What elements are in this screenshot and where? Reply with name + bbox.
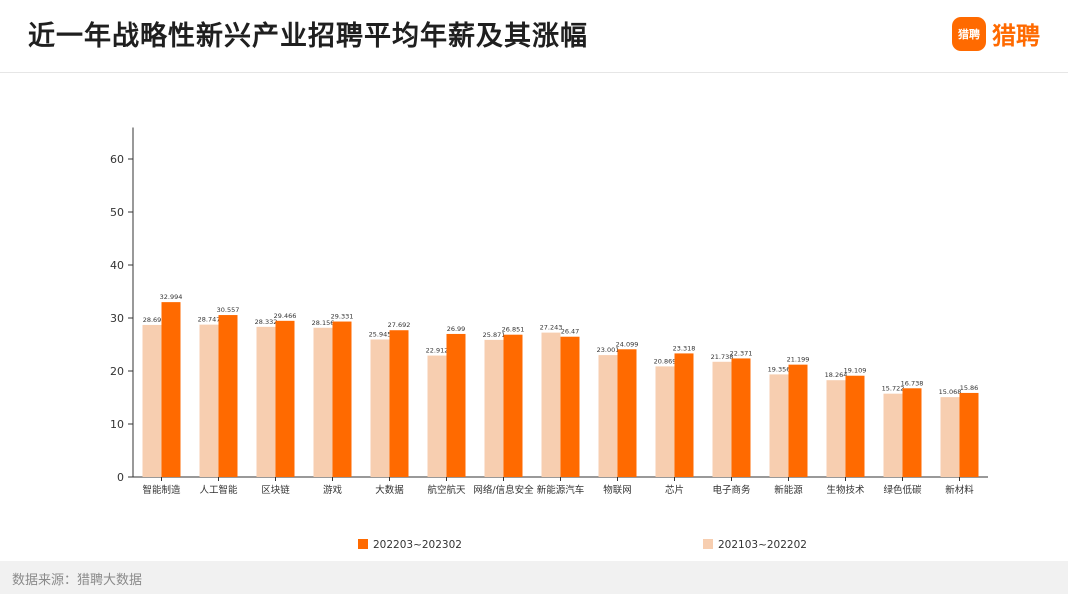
bar-previous xyxy=(427,355,447,477)
chart-panel: 0 10 20 30 40 50 60 智能制造 28.69 32.994 人工智能 28.747 30… xyxy=(0,73,1068,561)
bar-previous xyxy=(883,393,903,477)
data-label-previous: 21.738 xyxy=(711,353,734,361)
x-tick-label: 绿色低碳 xyxy=(883,484,922,496)
bar-current xyxy=(959,392,979,477)
bar-current xyxy=(674,353,694,477)
x-tick-label: 人工智能 xyxy=(199,484,238,496)
x-tick-label: 新能源汽车 xyxy=(537,484,585,496)
bar-current xyxy=(788,364,808,477)
bar-current xyxy=(389,330,409,477)
x-tick-label: 区块链 xyxy=(261,484,290,496)
legend-swatch xyxy=(703,539,713,549)
bar-current xyxy=(731,358,751,477)
data-label-previous: 15.068 xyxy=(939,388,962,396)
bar-previous xyxy=(484,339,504,477)
header-divider xyxy=(0,72,1068,73)
salary-bar-chart: 0 10 20 30 40 50 60 智能制造 28.69 32.994 人工智能 28.747 30… xyxy=(110,127,988,551)
bar-current xyxy=(218,315,238,477)
legend-swatch xyxy=(358,539,368,549)
x-tick-label: 新能源 xyxy=(774,484,803,496)
bar-previous xyxy=(940,397,960,477)
legend-label: 202203~202302 xyxy=(373,539,462,551)
x-tick-label: 芯片 xyxy=(665,484,684,496)
data-label-current: 21.199 xyxy=(787,356,810,364)
data-label-current: 16.738 xyxy=(901,379,924,387)
data-label-previous: 25.871 xyxy=(483,331,506,339)
bar-current xyxy=(503,334,523,477)
legend-label: 202103~202202 xyxy=(718,539,807,551)
data-label-previous: 28.332 xyxy=(255,318,278,326)
data-label-current: 32.994 xyxy=(160,293,183,301)
x-tick-label: 电子商务 xyxy=(712,484,751,496)
bar-previous xyxy=(541,332,561,477)
x-tick-label: 游戏 xyxy=(323,484,343,496)
data-label-current: 23.318 xyxy=(673,344,696,352)
footer: 数据来源：猎聘大数据 xyxy=(0,561,1068,594)
data-label-current: 26.99 xyxy=(447,325,466,333)
x-tick-label: 物联网 xyxy=(603,484,632,496)
logo-text: 猎聘 xyxy=(992,22,1040,50)
data-label-previous: 27.243 xyxy=(540,324,563,332)
x-tick-label: 网络/信息安全 xyxy=(473,484,534,496)
bar-current xyxy=(617,349,637,477)
data-label-current: 26.851 xyxy=(502,326,525,334)
bar-previous xyxy=(826,380,846,477)
bar-current xyxy=(446,333,466,477)
bar-previous xyxy=(598,355,618,477)
x-tick-label: 航空航天 xyxy=(427,484,466,496)
data-label-current: 30.557 xyxy=(217,306,240,314)
data-label-current: 24.099 xyxy=(616,340,639,348)
data-label-previous: 15.722 xyxy=(882,385,905,393)
data-label-current: 22.371 xyxy=(730,349,753,357)
bar-previous xyxy=(313,327,333,477)
bar-previous xyxy=(199,324,219,477)
x-tick-label: 智能制造 xyxy=(142,484,181,496)
bar-current xyxy=(275,320,295,477)
data-label-previous: 28.156 xyxy=(312,319,335,327)
y-tick-label: 60 xyxy=(110,153,124,166)
data-label-current: 27.692 xyxy=(388,321,411,329)
y-tick-label: 30 xyxy=(110,312,124,325)
page-title: 近一年战略性新兴产业招聘平均年薪及其涨幅 xyxy=(28,21,588,52)
chat-bubble-icon: 猎聘 xyxy=(952,16,986,51)
data-label-previous: 18.264 xyxy=(825,371,848,379)
y-tick-label: 40 xyxy=(110,259,124,272)
y-tick-label: 0 xyxy=(117,471,124,484)
data-label-previous: 28.747 xyxy=(198,316,221,324)
data-label-current: 29.331 xyxy=(331,313,354,321)
bar-previous xyxy=(769,374,789,477)
bar-previous xyxy=(142,324,162,477)
bar-previous xyxy=(370,339,390,477)
data-label-previous: 22.912 xyxy=(426,347,449,355)
bar-current xyxy=(332,321,352,477)
bar-previous xyxy=(712,361,732,477)
bar-current xyxy=(902,388,922,477)
y-tick-label: 10 xyxy=(110,418,124,431)
data-source: 数据来源：猎聘大数据 xyxy=(12,573,143,588)
data-label-current: 29.466 xyxy=(274,312,297,320)
bar-previous xyxy=(655,366,675,477)
y-tick-label: 50 xyxy=(110,206,124,219)
brand-logo: 猎聘 猎聘 xyxy=(952,16,1040,51)
x-tick-label: 生物技术 xyxy=(826,484,865,496)
bar-current xyxy=(161,302,181,477)
bar-current xyxy=(560,336,580,477)
data-label-previous: 20.869 xyxy=(654,357,677,365)
data-label-previous: 19.356 xyxy=(768,365,791,373)
data-label-current: 15.86 xyxy=(960,384,979,392)
x-tick-label: 新材料 xyxy=(945,484,974,496)
data-label-previous: 23.001 xyxy=(597,346,620,354)
y-tick-label: 20 xyxy=(110,365,124,378)
data-label-previous: 28.69 xyxy=(143,316,162,324)
bar-current xyxy=(845,375,865,477)
x-tick-label: 大数据 xyxy=(375,484,404,496)
data-label-current: 19.109 xyxy=(844,367,867,375)
bar-previous xyxy=(256,326,276,477)
data-label-previous: 25.945 xyxy=(369,330,392,338)
data-label-current: 26.47 xyxy=(561,328,580,336)
